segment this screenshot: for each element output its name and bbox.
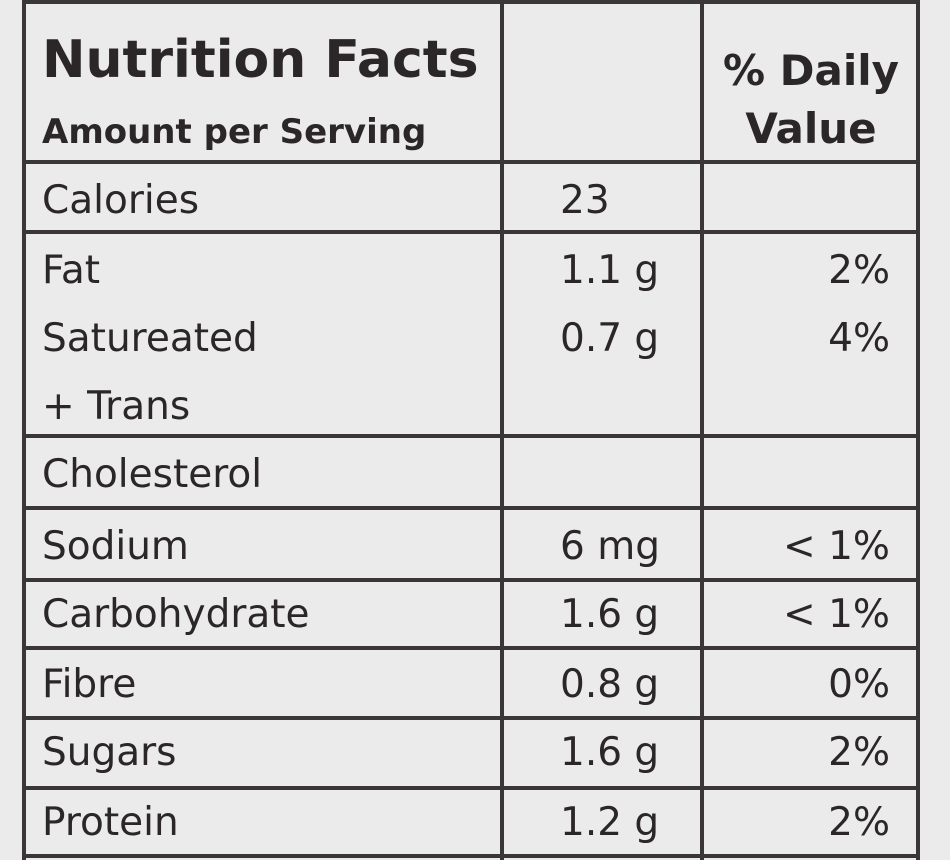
row-pct-carbohydrate: < 1%: [783, 592, 890, 637]
row-pct-saturated: 4%: [828, 316, 890, 361]
row-divider: [22, 230, 920, 234]
row-pct-sugars: 2%: [828, 730, 890, 775]
daily-value-header-line2: Value: [745, 104, 877, 153]
row-amount-carbohydrate: 1.6 g: [560, 592, 660, 637]
row-amount-sugars: 1.6 g: [560, 730, 660, 775]
row-label-sugars: Sugars: [42, 730, 177, 775]
row-divider: [22, 434, 920, 438]
row-label-sodium: Sodium: [42, 524, 189, 569]
table-title: Nutrition Facts: [42, 30, 479, 90]
row-label-protein: Protein: [42, 800, 179, 845]
row-pct-fibre: 0%: [828, 662, 890, 707]
row-divider: [22, 786, 920, 790]
row-divider: [22, 716, 920, 720]
row-label-calories: Calories: [42, 178, 200, 223]
column-divider-2: [700, 0, 704, 860]
row-amount-protein: 1.2 g: [560, 800, 660, 845]
row-pct-sodium: < 1%: [783, 524, 890, 569]
row-amount-saturated: 0.7 g: [560, 316, 660, 361]
table-subtitle: Amount per Serving: [42, 112, 427, 152]
row-label-carbohydrate: Carbohydrate: [42, 592, 310, 637]
row-label-fat: Fat: [42, 248, 101, 293]
row-amount-fat: 1.1 g: [560, 248, 660, 293]
row-pct-protein: 2%: [828, 800, 890, 845]
daily-value-header-line1: % Daily: [722, 46, 900, 95]
row-amount-calories: 23: [560, 178, 610, 223]
table-border-left: [22, 0, 26, 860]
row-divider: [22, 506, 920, 510]
row-divider: [22, 578, 920, 582]
row-label-cholesterol: Cholesterol: [42, 452, 263, 497]
table-border-bottom: [22, 854, 920, 858]
row-amount-sodium: 6 mg: [560, 524, 660, 569]
column-divider-1: [500, 0, 504, 860]
row-label-trans: + Trans: [42, 384, 191, 429]
daily-value-header: % Daily Value: [706, 42, 916, 158]
row-label-saturated: Satureated: [42, 316, 258, 361]
table-border-right: [916, 0, 920, 860]
row-amount-fibre: 0.8 g: [560, 662, 660, 707]
table-border-top: [22, 0, 920, 4]
row-pct-fat: 2%: [828, 248, 890, 293]
row-label-fibre: Fibre: [42, 662, 137, 707]
row-divider: [22, 646, 920, 650]
row-divider: [22, 160, 920, 164]
